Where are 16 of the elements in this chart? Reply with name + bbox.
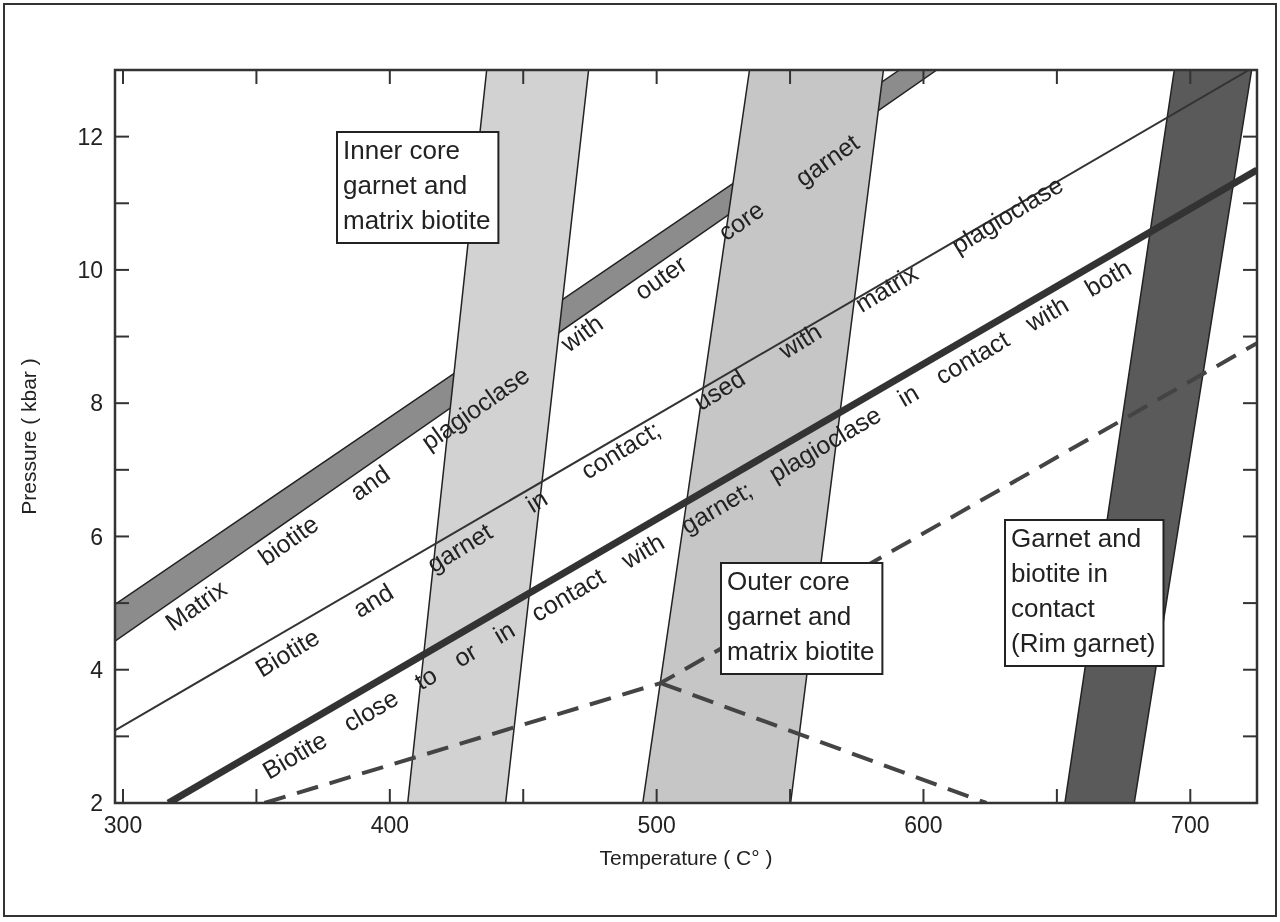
x-tick-label: 700 — [1171, 812, 1210, 838]
x-tick-label: 500 — [637, 812, 676, 838]
x-axis-title: Temperature ( C° ) — [599, 846, 773, 869]
y-tick-label: 6 — [90, 523, 103, 550]
y-axis-title: Pressure ( kbar ) — [17, 358, 40, 515]
annotation: Inner core garnet and matrix biotite — [343, 135, 491, 235]
annotation: Outer core garnet and matrix biotite — [727, 566, 875, 666]
x-tick-label: 300 — [103, 812, 143, 838]
x-tick-label: 600 — [904, 812, 943, 838]
y-tick-label: 4 — [90, 656, 104, 683]
y-tick-label: 8 — [90, 390, 103, 417]
annotation: Garnet and biotite in contact (Rim garnet) — [1011, 523, 1156, 658]
y-tick-label: 10 — [77, 256, 103, 283]
y-tick-label: 12 — [77, 123, 103, 150]
x-tick-label: 400 — [370, 812, 410, 838]
y-tick-label: 2 — [90, 790, 103, 817]
